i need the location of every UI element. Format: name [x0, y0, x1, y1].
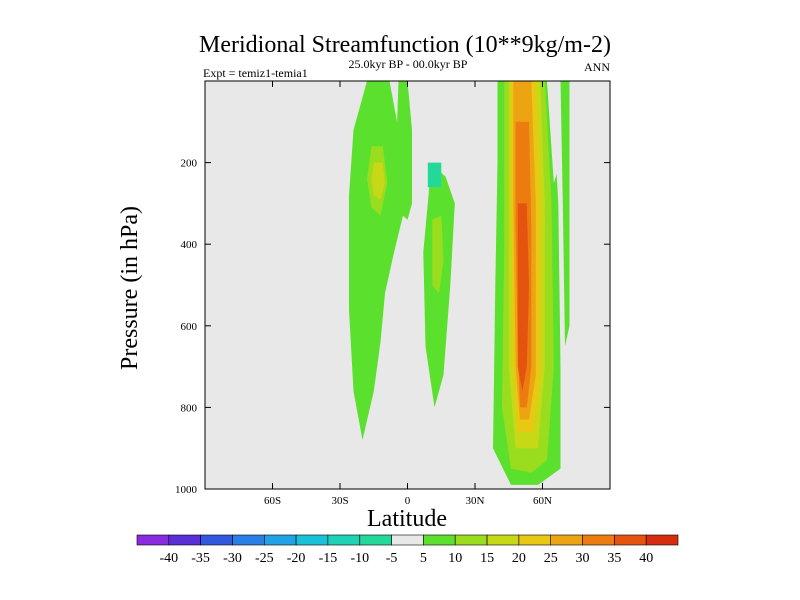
chart-subtitle: 25.0kyr BP - 00.0kyr BP	[349, 57, 468, 71]
contour-region	[250, 81, 268, 469]
contour-region	[427, 162, 442, 188]
colorbar-label: -25	[255, 551, 274, 566]
x-tick-label: 60N	[533, 495, 552, 507]
colorbar-label: 5	[420, 551, 427, 566]
experiment-label: Expt = temiz1-temia1	[203, 66, 308, 80]
y-tick-label: 1000	[175, 484, 198, 496]
contour-region	[560, 81, 570, 347]
x-axis-label: Latitude	[367, 506, 447, 532]
colorbar-swatch	[295, 534, 329, 546]
plot-area: 60S 30S 0 30N 60N 200 400 600 800 1000	[175, 80, 611, 507]
colorbar-label: -5	[386, 551, 398, 566]
contour-region	[517, 203, 529, 392]
colorbar-label: -40	[159, 551, 178, 566]
contour-region	[310, 309, 331, 445]
colorbar-swatch	[327, 534, 360, 546]
contour-region	[574, 81, 592, 408]
colorbar-swatch	[263, 534, 297, 546]
contour-region	[209, 81, 250, 461]
y-tick-label: 800	[181, 402, 198, 414]
colorbar: -40 -35 -30 -25 -20 -15 -10 -5 5 10 15 20 25 30 35 40	[136, 534, 679, 566]
colorbar-swatch	[359, 534, 392, 546]
colorbar-label: 25	[544, 551, 558, 566]
colorbar-swatch	[486, 534, 520, 546]
y-tick-label: 400	[181, 239, 198, 251]
y-tick-label: 200	[181, 158, 198, 170]
colorbar-label: -10	[350, 551, 369, 566]
colorbar-swatch	[614, 534, 647, 546]
colorbar-label: 20	[512, 551, 526, 566]
colorbar-swatch	[550, 534, 583, 546]
colorbar-label: 35	[607, 551, 621, 566]
y-axis-label: Pressure (in hPa)	[117, 206, 143, 370]
colorbar-label: 15	[480, 551, 494, 566]
colorbar-swatch	[582, 534, 615, 546]
contour-region	[349, 81, 403, 440]
colorbar-label: -30	[223, 551, 242, 566]
colorbar-label: 30	[576, 551, 590, 566]
x-tick-label: 0	[405, 495, 411, 507]
colorbar-swatch	[645, 534, 679, 546]
colorbar-label: 10	[448, 551, 462, 566]
contour-region	[432, 215, 444, 294]
contour-region	[315, 142, 318, 171]
colorbar-swatch	[391, 534, 424, 546]
colorbar-swatch	[423, 534, 456, 546]
contour-region	[371, 162, 385, 200]
x-tick-label: 60S	[264, 495, 281, 507]
contour-region	[466, 121, 484, 392]
colorbar-label: -35	[191, 551, 210, 566]
colorbar-swatch	[232, 534, 265, 546]
contour-region	[547, 81, 561, 183]
contour-region	[396, 81, 412, 220]
season-label: ANN	[584, 60, 610, 74]
colorbar-swatch	[518, 534, 552, 546]
colorbar-swatch	[136, 534, 170, 546]
colorbar-swatch	[168, 534, 201, 546]
x-tick-label: 30S	[331, 495, 348, 507]
y-tick-label: 600	[181, 321, 198, 333]
contour-region	[279, 232, 300, 473]
contour-region	[416, 81, 457, 188]
x-tick-label: 30N	[466, 495, 485, 507]
chart-title: Meridional Streamfunction (10**9kg/m-2)	[199, 32, 611, 58]
colorbar-label: -20	[287, 551, 306, 566]
colorbar-swatch	[200, 534, 233, 546]
colorbar-swatch	[454, 534, 488, 546]
colorbar-label: -15	[319, 551, 338, 566]
colorbar-label: 40	[639, 551, 653, 566]
